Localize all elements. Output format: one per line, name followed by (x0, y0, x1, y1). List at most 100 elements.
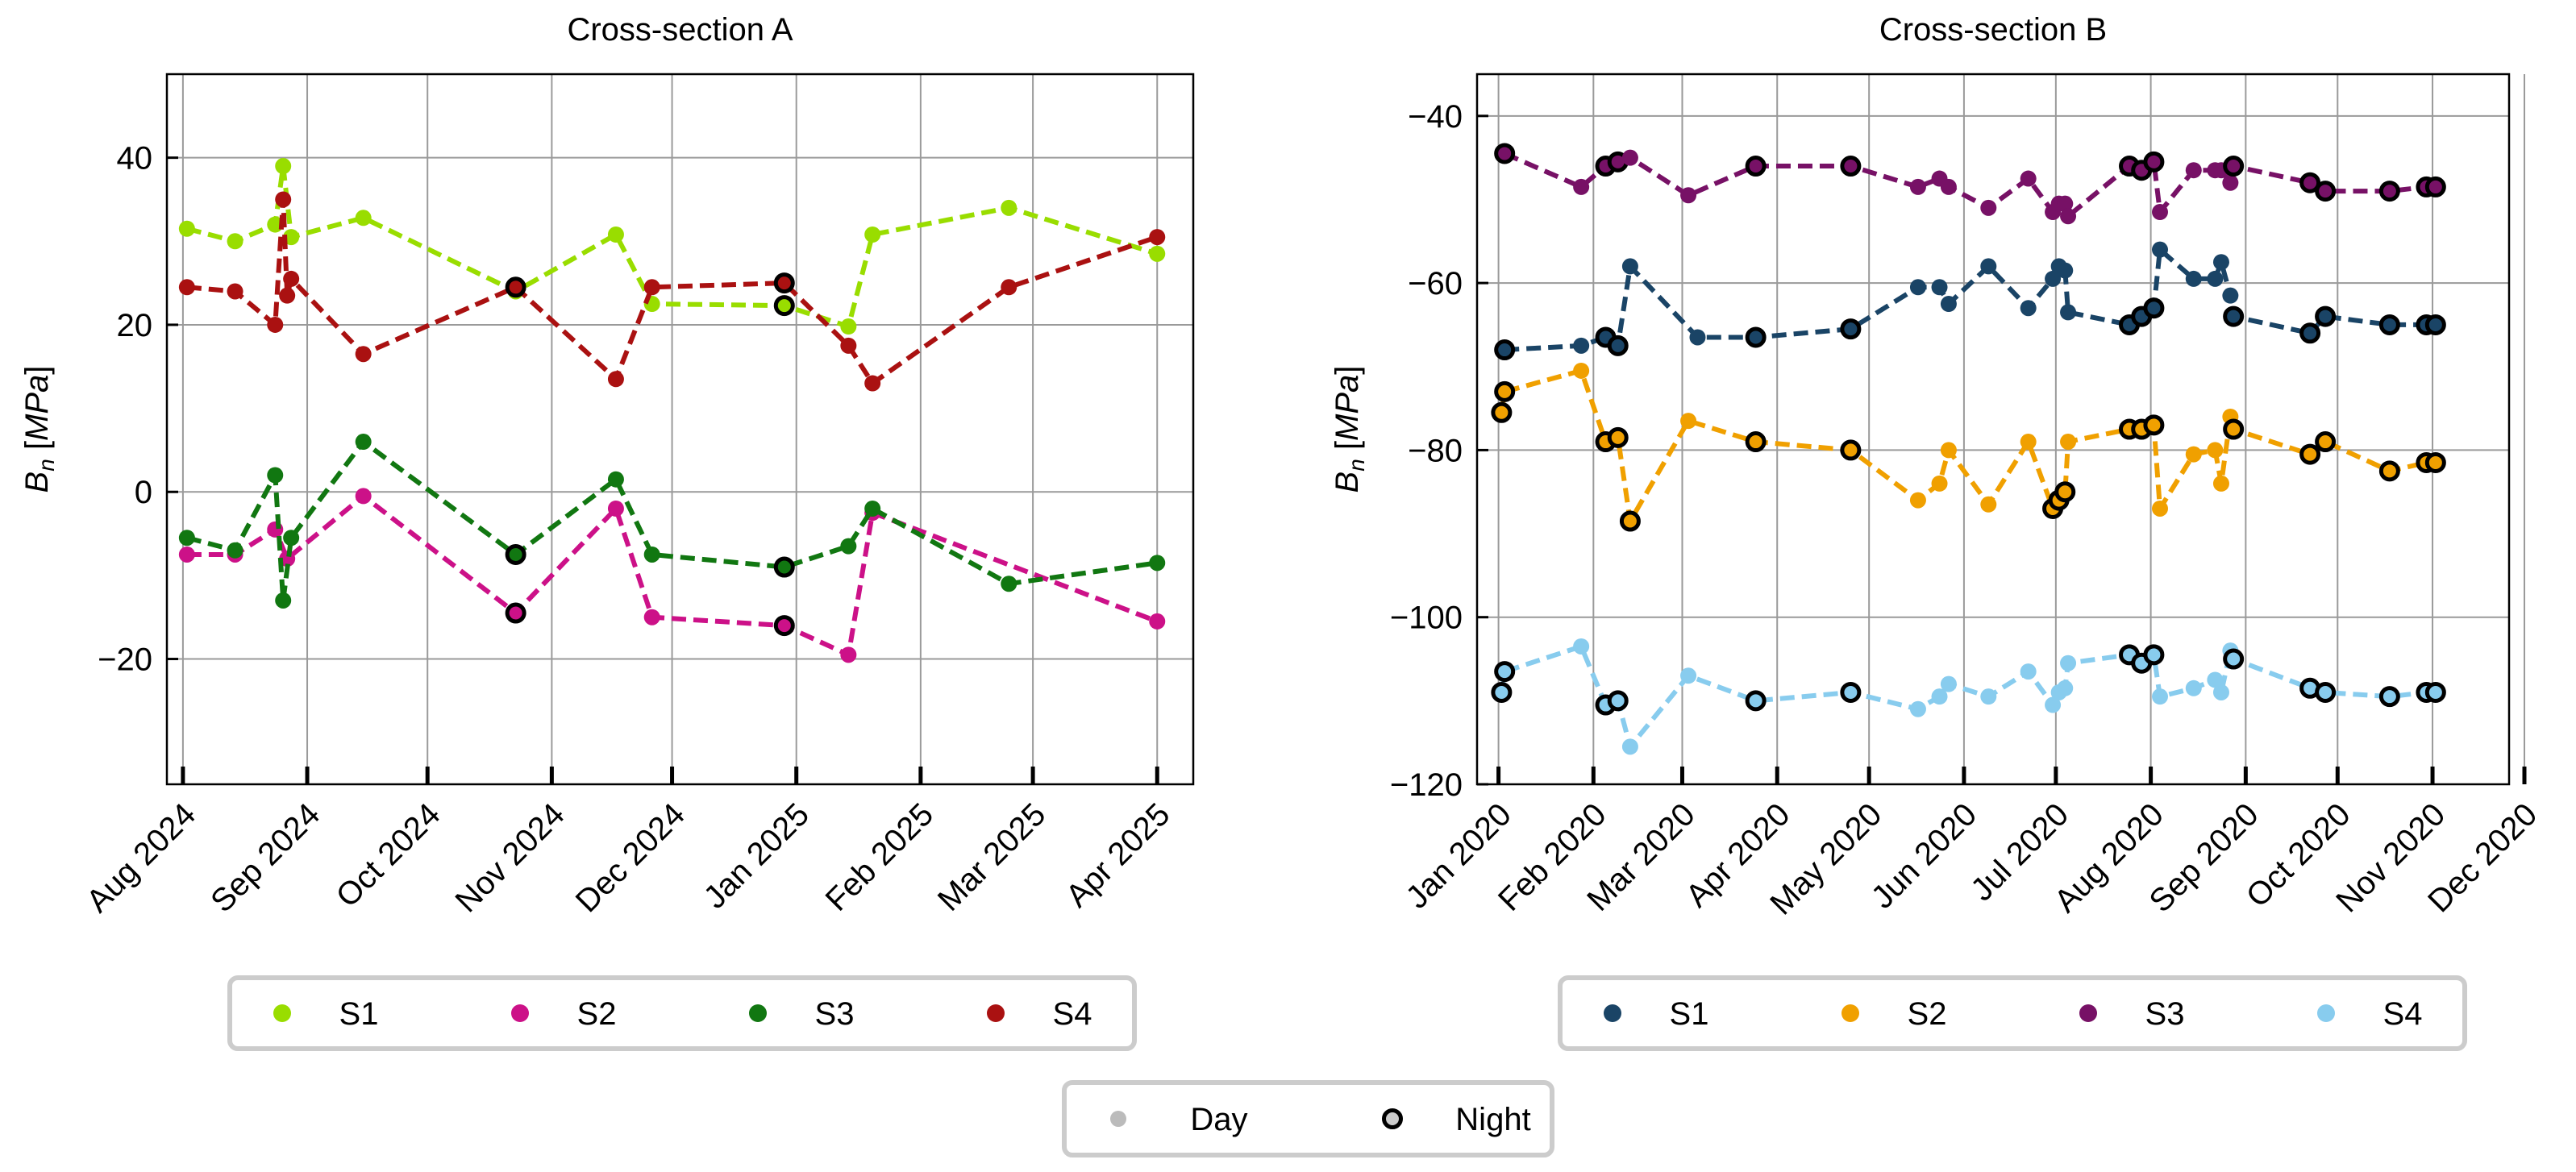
legend-item-s2: S2 (1841, 996, 1946, 1032)
series-s1 (1494, 241, 2446, 361)
data-point (2222, 174, 2239, 191)
data-point (1980, 199, 1997, 216)
data-point-night (2299, 443, 2321, 465)
data-point (864, 227, 881, 243)
data-point (1149, 245, 1166, 262)
data-point-night (1494, 380, 1516, 402)
data-point (227, 283, 243, 300)
data-point (355, 346, 372, 363)
legend-label: S1 (339, 996, 379, 1032)
series-s3 (178, 434, 1166, 609)
legend-item-day: Day (1110, 1102, 1248, 1137)
data-point-night (2143, 644, 2165, 666)
data-point (355, 434, 372, 451)
data-point-night (1494, 339, 1516, 361)
x-tick-label: Sep 2024 (204, 796, 327, 919)
series-legend-b: S1 S2 S3 S4 (1558, 975, 2467, 1051)
legend-marker (2317, 1004, 2335, 1022)
legend-item-s2: S2 (511, 996, 616, 1032)
data-point (2212, 684, 2229, 700)
data-point (1909, 279, 1926, 296)
data-point-night (2378, 181, 2400, 202)
legend-marker (1841, 1004, 1859, 1022)
x-tick-label: Nov 2024 (449, 796, 572, 919)
data-point (275, 592, 292, 609)
legend-label: Night (1455, 1102, 1530, 1137)
legend-label: S4 (1053, 996, 1092, 1032)
data-point (2207, 442, 2224, 459)
data-point (607, 227, 624, 243)
data-point (2207, 270, 2224, 287)
data-point-night (1491, 681, 1513, 703)
legend-marker (273, 1004, 291, 1022)
data-point-night (773, 556, 795, 578)
x-tick-label: Feb 2025 (819, 796, 941, 918)
data-point (2185, 162, 2202, 179)
data-point (840, 318, 857, 335)
data-point (2060, 208, 2077, 225)
legend-item-night: Night (1382, 1102, 1531, 1137)
data-point-night (2315, 181, 2337, 202)
data-point (2060, 304, 2077, 321)
chart-cross-section-a: −20 0 20 40 Aug 2024 Sep 2024 Oct 2024 Nov 2024… (19, 12, 1195, 919)
data-point (1001, 199, 1017, 216)
data-point-night (773, 272, 795, 294)
data-point (1573, 178, 1590, 195)
legend-label: S3 (2145, 996, 2185, 1032)
data-point (1573, 337, 1590, 354)
legend-label: S3 (815, 996, 855, 1032)
series-line-s1 (186, 164, 1159, 329)
series-s2 (178, 488, 1166, 663)
grid (1477, 74, 2525, 785)
data-point-night (1840, 318, 1862, 340)
data-point (1621, 258, 1638, 275)
legend-item-s3: S3 (2079, 996, 2184, 1032)
data-point (2057, 195, 2074, 212)
data-point-night (1840, 156, 1862, 177)
data-point (607, 371, 624, 388)
data-point (840, 646, 857, 663)
data-point-night (1745, 326, 1767, 348)
data-point (275, 191, 292, 208)
data-point-night (1494, 661, 1516, 683)
data-point (1940, 296, 1957, 313)
data-point-night (2223, 156, 2245, 177)
data-point-night (1607, 335, 1629, 356)
data-point (1149, 229, 1166, 246)
legend-marker (749, 1004, 767, 1022)
data-point-night (2223, 648, 2245, 670)
data-point-night (2143, 414, 2165, 436)
chart-title: Cross-section A (567, 12, 793, 48)
data-point (1940, 178, 1957, 195)
y-axis-label: Bn [MPa] (19, 366, 59, 493)
data-point-night (2054, 481, 2076, 503)
y-tick-label: −80 (1408, 433, 1463, 468)
data-point (275, 158, 292, 175)
data-point (643, 546, 660, 563)
data-point (1940, 675, 1957, 692)
data-point-night (505, 543, 526, 565)
data-point (1931, 688, 1948, 705)
data-point-night (2378, 314, 2400, 335)
data-point-night (2299, 172, 2321, 193)
data-point (178, 546, 195, 563)
data-point-night (1607, 426, 1629, 448)
data-point (355, 210, 372, 227)
series-group (1491, 143, 2446, 755)
day-night-legend: Day Night (1062, 1080, 1554, 1157)
legend-marker (987, 1004, 1005, 1022)
legend-item-s3: S3 (749, 996, 854, 1032)
data-point (2152, 204, 2169, 221)
series-s4 (1491, 638, 2446, 755)
data-point (2020, 300, 2037, 317)
legend-marker (2079, 1004, 2097, 1022)
legend-marker (1382, 1108, 1403, 1129)
data-point (2020, 170, 2037, 187)
data-point (227, 233, 243, 250)
data-point (1909, 178, 1926, 195)
legend-label: Day (1190, 1102, 1247, 1137)
data-point (2212, 254, 2229, 271)
data-point-night (1619, 510, 1641, 532)
grid (167, 74, 1193, 784)
